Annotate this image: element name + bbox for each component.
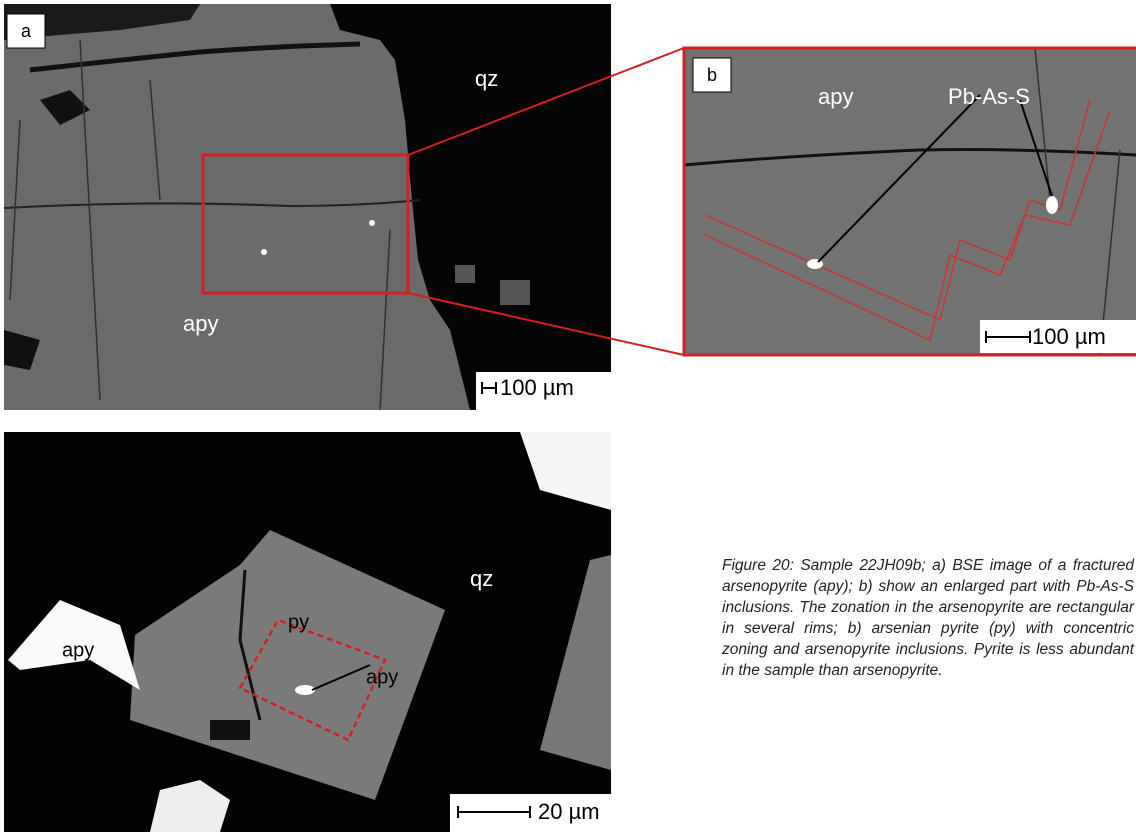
- scale-bar-label: 100 µm: [500, 375, 574, 400]
- scale-bar-label: 100 µm: [1032, 324, 1106, 349]
- figure-caption: Figure 20: Sample 22JH09b; a) BSE image …: [722, 555, 1134, 681]
- panel-a-image: [4, 4, 611, 410]
- mineral-label: apy: [183, 311, 218, 336]
- mineral-label: Pb-As-S: [948, 84, 1030, 109]
- mineral-label: apy: [62, 639, 94, 661]
- mineral-label: qz: [470, 566, 493, 591]
- scale-bar-label: 20 µm: [538, 799, 600, 824]
- figure: a qz apy 100 µm b apy Pb-As-S 100 µm qz …: [0, 0, 1136, 832]
- panel-letter: a: [21, 21, 32, 41]
- mineral-label: apy: [818, 84, 853, 109]
- mineral-label: py: [288, 611, 309, 633]
- mineral-label: apy: [366, 666, 398, 688]
- mineral-label: qz: [475, 66, 498, 91]
- panel-b-image: [684, 48, 1136, 355]
- panel-letter: b: [707, 65, 717, 85]
- page: a qz apy 100 µm b apy Pb-As-S 100 µm qz …: [0, 0, 1136, 832]
